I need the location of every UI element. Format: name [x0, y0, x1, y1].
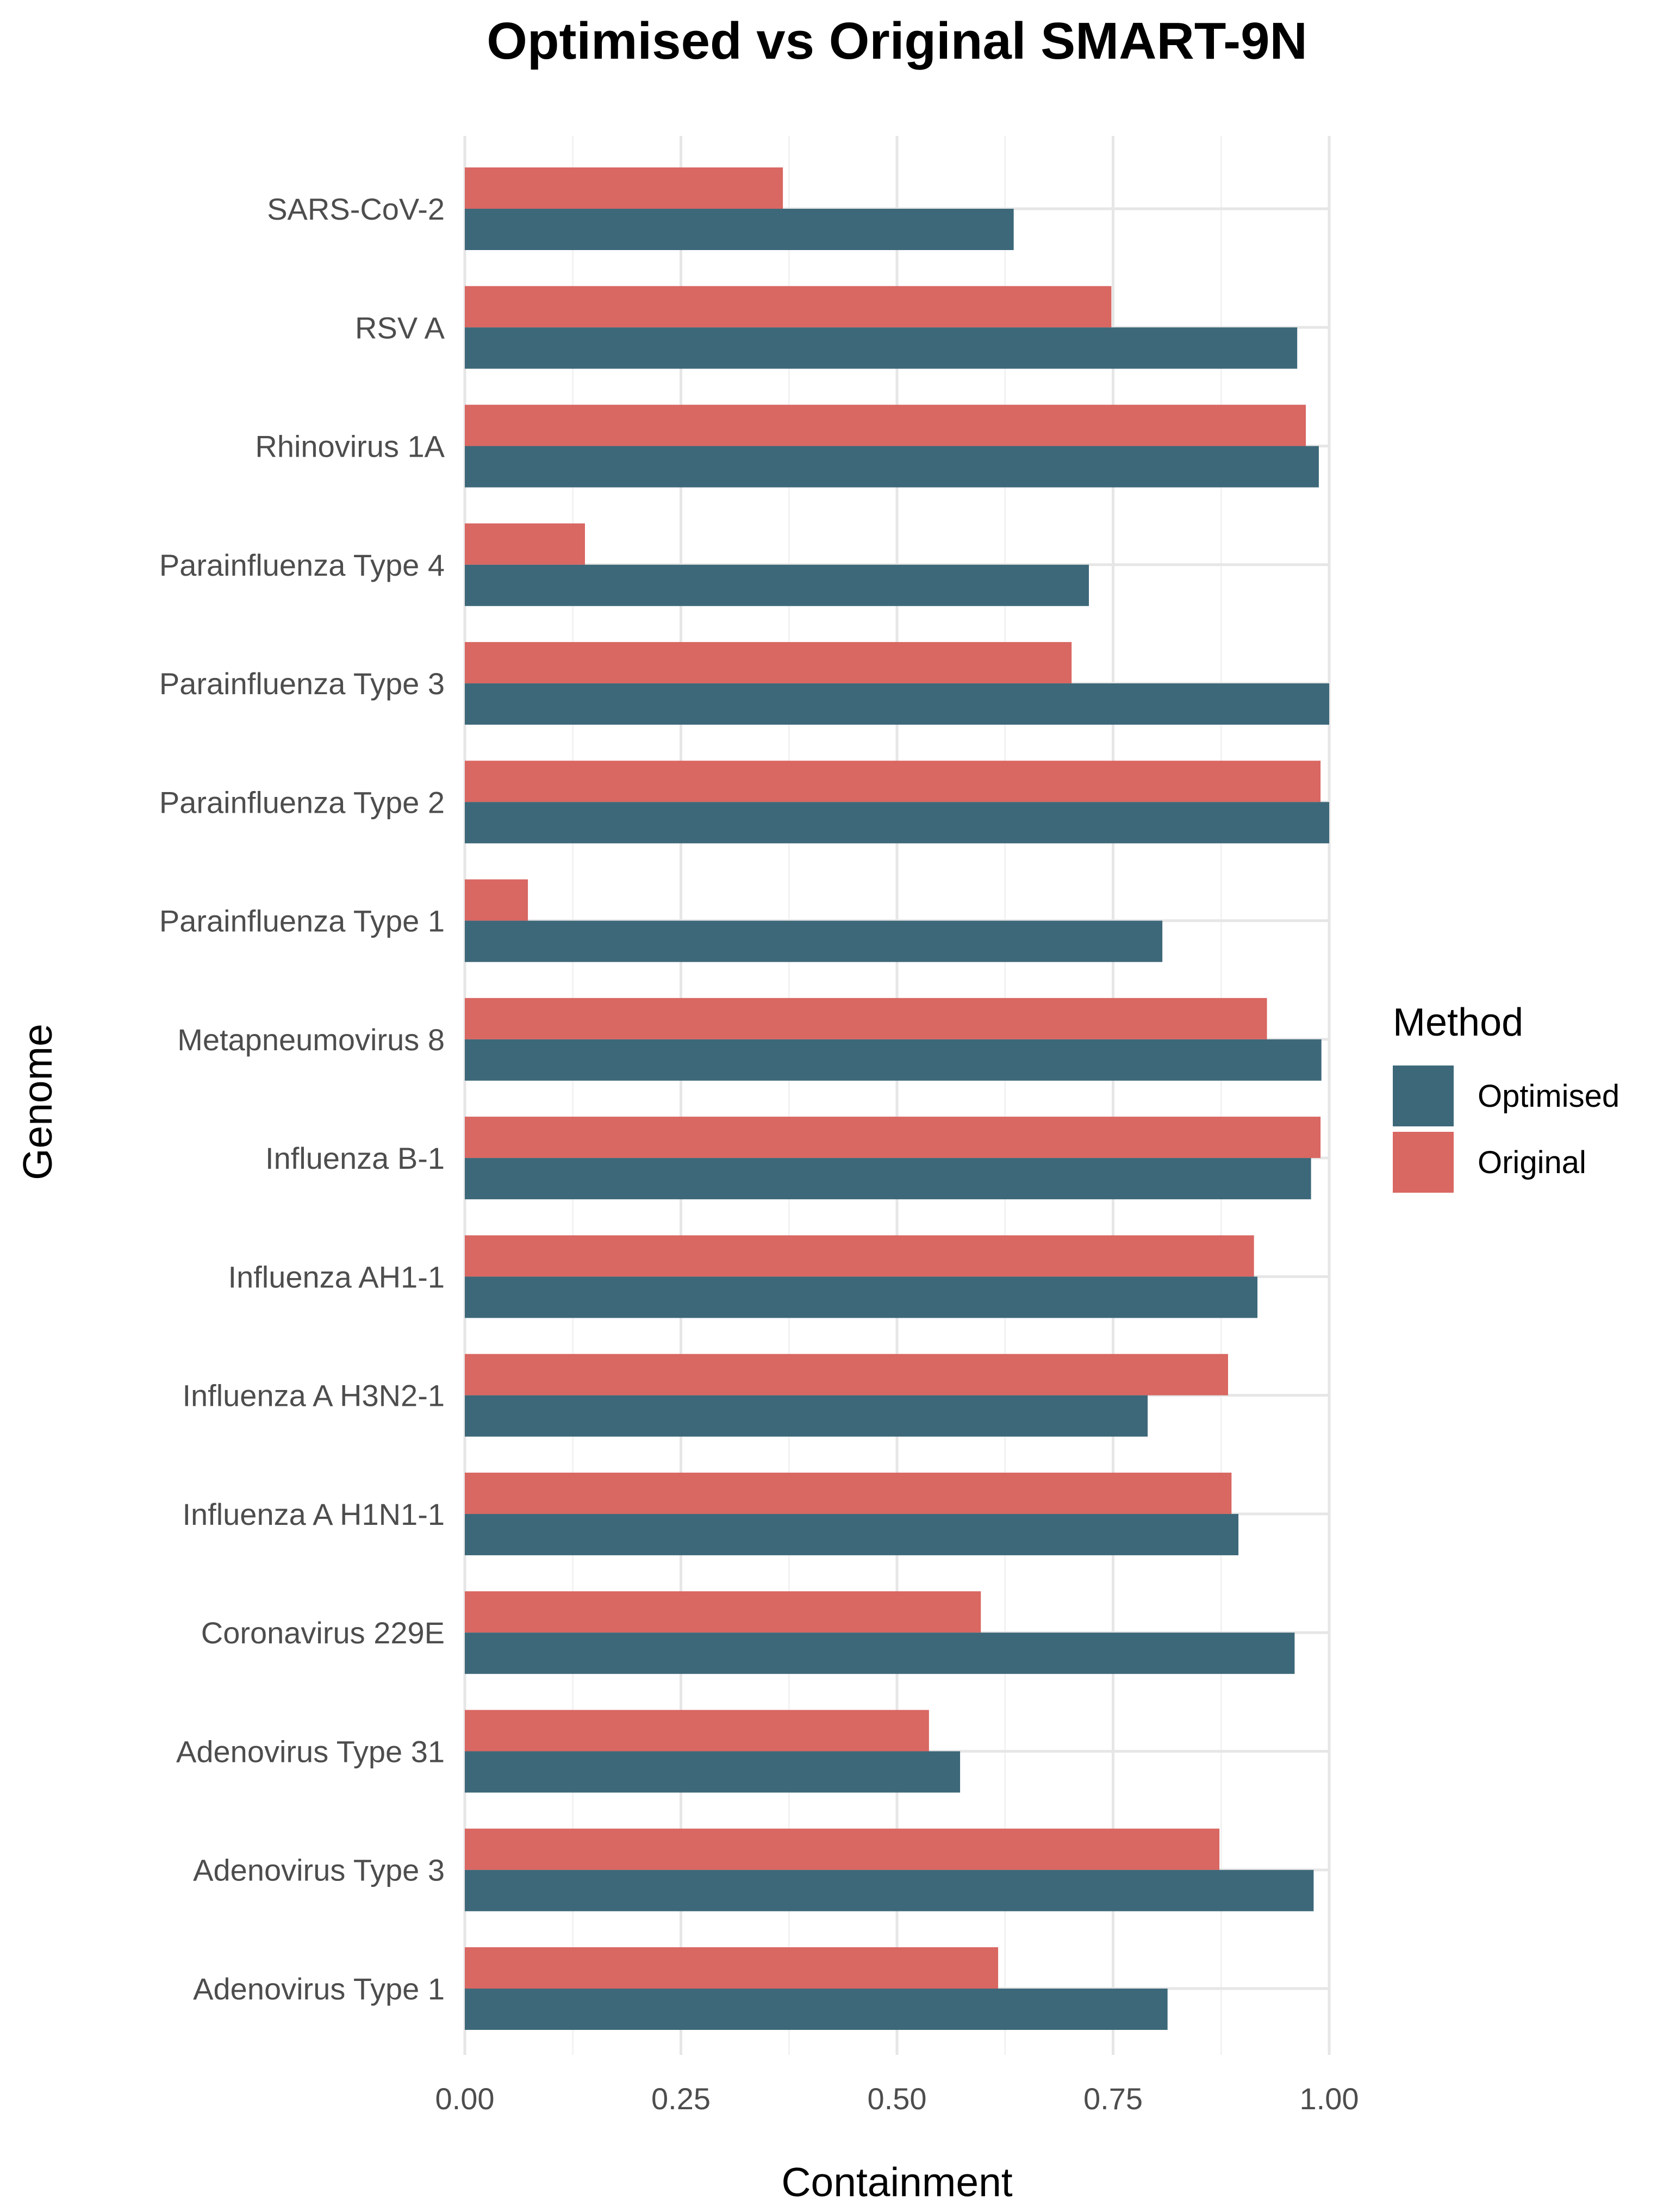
bar-optimised	[465, 1276, 1258, 1318]
bar-optimised	[465, 1158, 1311, 1200]
x-tick-label: 0.00	[435, 2082, 495, 2116]
bar-optimised	[465, 1039, 1322, 1081]
y-tick-label: Parainfluenza Type 1	[159, 904, 445, 938]
y-tick-label: Rhinovirus 1A	[255, 429, 445, 464]
bar-original	[465, 642, 1072, 684]
bar-original	[465, 1472, 1232, 1514]
bar-optimised	[465, 327, 1298, 369]
legend-items: Optimised Original	[1393, 1066, 1619, 1193]
bar-optimised	[465, 1989, 1168, 2030]
bar-optimised	[465, 1632, 1295, 1674]
bar-optimised	[465, 446, 1319, 488]
y-tick-label: Influenza A H1N1-1	[182, 1497, 445, 1531]
y-tick-label: Parainfluenza Type 4	[159, 548, 445, 582]
bar-original	[465, 523, 585, 565]
y-tick-label: Influenza A H3N2-1	[182, 1379, 445, 1413]
bar-optimised	[465, 209, 1014, 250]
y-tick-label: Influenza B-1	[265, 1141, 445, 1175]
bar-optimised	[465, 1870, 1314, 1911]
x-tick-label: 0.25	[651, 2082, 711, 2116]
bar-original	[465, 1828, 1220, 1870]
y-axis-label: Genome	[15, 1024, 60, 1180]
legend-title: Method	[1393, 1001, 1523, 1044]
y-tick-label: Coronavirus 229E	[201, 1616, 445, 1650]
bar-original	[465, 998, 1267, 1039]
y-tick-label: RSV A	[355, 310, 445, 345]
bar-original	[465, 1947, 999, 1989]
bar-optimised	[465, 1513, 1239, 1555]
bar-optimised	[465, 683, 1329, 725]
bar-original	[465, 1591, 981, 1633]
bar-original	[465, 879, 528, 921]
y-tick-label: Adenovirus Type 3	[193, 1853, 445, 1887]
x-tick-label: 0.50	[868, 2082, 927, 2116]
bars-layer	[465, 167, 1329, 2030]
legend-swatch	[1393, 1132, 1454, 1193]
x-tick-labels: 0.00 0.25 0.50 0.75 1.00	[435, 2082, 1359, 2116]
x-tick-label: 1.00	[1300, 2082, 1359, 2116]
bar-original	[465, 1117, 1321, 1158]
bar-original	[465, 1354, 1228, 1395]
bar-optimised	[465, 920, 1163, 962]
y-tick-label: Influenza AH1-1	[228, 1260, 445, 1294]
bar-original	[465, 404, 1306, 446]
bar-original	[465, 1235, 1254, 1277]
bar-optimised	[465, 802, 1329, 844]
x-axis-label: Containment	[781, 2159, 1012, 2205]
y-tick-label: Parainfluenza Type 3	[159, 666, 445, 701]
y-tick-label: Metapneumovirus 8	[177, 1023, 445, 1057]
bar-original	[465, 761, 1321, 802]
y-tick-label: Parainfluenza Type 2	[159, 785, 445, 819]
bar-optimised	[465, 1395, 1148, 1437]
y-tick-label: Adenovirus Type 1	[193, 1972, 445, 2006]
y-tick-label: SARS-CoV-2	[267, 192, 445, 226]
legend-label: Optimised	[1478, 1079, 1619, 1114]
legend-label: Original	[1478, 1145, 1586, 1180]
bar-original	[465, 286, 1112, 328]
bar-optimised	[465, 564, 1089, 606]
y-tick-label: Adenovirus Type 31	[176, 1734, 445, 1768]
x-tick-label: 0.75	[1083, 2082, 1143, 2116]
chart-title: Optimised vs Original SMART-9N	[487, 12, 1307, 70]
bar-original	[465, 1710, 929, 1752]
y-tick-labels: SARS-CoV-2 RSV A Rhinovirus 1A Parainfluenz…	[159, 192, 445, 2006]
bar-optimised	[465, 1751, 961, 1793]
bar-original	[465, 167, 783, 209]
legend: Method Optimised Original	[1393, 1001, 1619, 1193]
legend-swatch	[1393, 1066, 1454, 1126]
